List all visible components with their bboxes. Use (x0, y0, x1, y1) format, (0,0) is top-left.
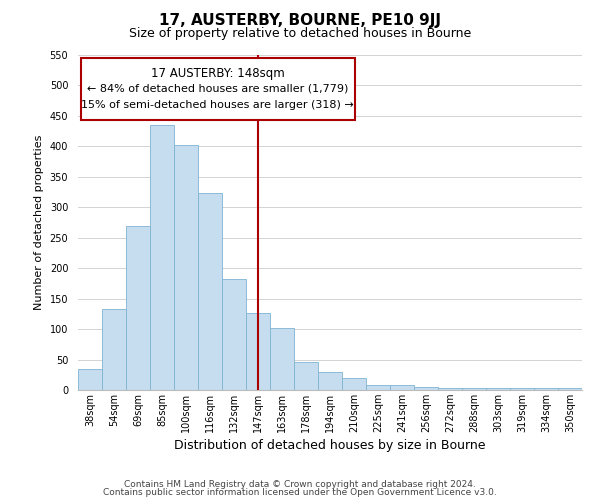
Bar (127, 226, 149, 390)
Bar (367, 385, 389, 390)
Text: 17, AUSTERBY, BOURNE, PE10 9JJ: 17, AUSTERBY, BOURNE, PE10 9JJ (159, 12, 441, 28)
Bar (463, 388, 485, 390)
Y-axis label: Number of detached properties: Number of detached properties (34, 135, 44, 310)
Bar (343, 378, 365, 390)
Text: 15% of semi-detached houses are larger (318) →: 15% of semi-detached houses are larger (… (82, 100, 354, 110)
Bar (103, 309, 125, 390)
Bar (295, 362, 317, 390)
Bar (559, 388, 581, 390)
Bar (199, 192, 221, 390)
Bar (487, 388, 509, 390)
Bar (247, 314, 269, 390)
X-axis label: Distribution of detached houses by size in Bourne: Distribution of detached houses by size … (174, 439, 486, 452)
Bar (271, 328, 293, 390)
Bar (223, 279, 245, 390)
Bar (151, 125, 173, 390)
Text: Size of property relative to detached houses in Bourne: Size of property relative to detached ho… (129, 28, 471, 40)
Bar (415, 387, 437, 390)
Bar (175, 144, 197, 390)
Text: Contains HM Land Registry data © Crown copyright and database right 2024.: Contains HM Land Registry data © Crown c… (124, 480, 476, 489)
Text: 17 AUSTERBY: 148sqm: 17 AUSTERBY: 148sqm (151, 66, 285, 80)
Text: Contains public sector information licensed under the Open Government Licence v3: Contains public sector information licen… (103, 488, 497, 497)
Bar (439, 388, 461, 390)
FancyBboxPatch shape (80, 58, 355, 120)
Text: ← 84% of detached houses are smaller (1,779): ← 84% of detached houses are smaller (1,… (87, 84, 349, 94)
Bar (535, 388, 557, 390)
Bar (391, 385, 413, 390)
Bar (319, 372, 341, 390)
Bar (79, 368, 101, 390)
Bar (511, 388, 533, 390)
